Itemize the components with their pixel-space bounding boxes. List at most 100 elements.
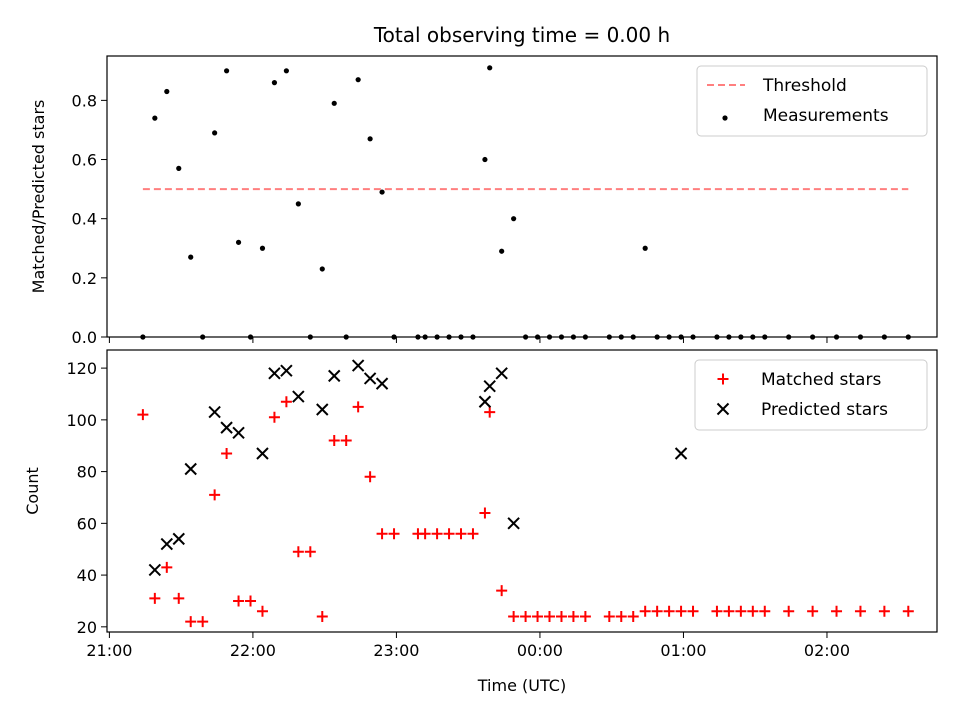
- matched-star-point: [675, 605, 687, 617]
- measurement-point: [212, 130, 218, 136]
- predicted-star-point: [328, 369, 341, 383]
- matched-star-point: [197, 616, 209, 628]
- legend-label: Threshold: [762, 76, 847, 96]
- measurement-point: [331, 100, 337, 106]
- legend: Matched stars Predicted stars: [694, 359, 928, 431]
- predicted-star-point: [351, 359, 365, 372]
- measurement-point: [176, 165, 182, 171]
- legend-label: Measurements: [763, 106, 889, 126]
- matched-star-point: [615, 610, 627, 622]
- matched-star-point: [292, 546, 304, 558]
- predicted-star-point: [674, 447, 688, 460]
- measurement-point: [487, 65, 493, 71]
- matched-star-point: [245, 595, 257, 607]
- predicted-star-point: [507, 517, 520, 530]
- x-tick-label: 00:00: [517, 641, 563, 660]
- matched-star-point: [567, 610, 579, 622]
- x-tick-label: 23:00: [373, 641, 419, 660]
- y-tick-label: 20: [77, 618, 97, 637]
- axes-frame: [106, 55, 938, 338]
- matched-star-point: [639, 605, 651, 617]
- matched-star-point: [711, 605, 723, 617]
- matched-star-point: [759, 605, 771, 617]
- predicted-star-point: [375, 377, 389, 390]
- measurement-point: [482, 156, 488, 163]
- measurement-point: [271, 80, 278, 86]
- predicted-star-point: [268, 367, 281, 380]
- measurement-point: [642, 245, 648, 251]
- predicted-star-point: [292, 390, 305, 403]
- y-tick-label: 0.4: [72, 210, 97, 229]
- axes-frame: [106, 349, 938, 633]
- predicted-star-point: [363, 372, 377, 385]
- x-tick-label: 22:00: [230, 641, 276, 660]
- matched-star-point: [555, 610, 567, 622]
- legend-measurement-swatch: [722, 115, 728, 121]
- matched-star-point: [508, 610, 520, 622]
- matched-star-point: [484, 406, 496, 418]
- matched-star-point: [854, 605, 866, 617]
- measurement-point: [511, 216, 517, 222]
- matched-star-point: [747, 605, 759, 617]
- y-axis-label: Count: [23, 467, 42, 515]
- y-tick-label: 120: [66, 359, 97, 378]
- measurement-point: [259, 245, 266, 251]
- matched-star-point: [209, 489, 221, 501]
- matched-star-point: [161, 561, 173, 573]
- x-axis-label: Time (UTC): [477, 676, 566, 695]
- matched-star-point: [185, 616, 197, 628]
- matched-star-point: [520, 610, 532, 622]
- measurement-point: [379, 189, 385, 195]
- measurement-point: [355, 77, 361, 83]
- predicted-star-point: [478, 395, 492, 408]
- matched-star-point: [280, 396, 292, 408]
- matched-star-point: [173, 592, 185, 604]
- matched-star-point: [352, 401, 364, 413]
- legend-box: [696, 65, 928, 137]
- matched-star-point: [496, 585, 508, 597]
- matched-star-point: [304, 546, 316, 558]
- x-tick-label: 01:00: [660, 641, 706, 660]
- matched-star-point: [376, 528, 388, 540]
- matched-star-point: [467, 528, 479, 540]
- measurement-point: [164, 88, 170, 95]
- matched-star-point: [233, 595, 245, 607]
- legend-matched-swatch: [717, 373, 729, 385]
- y-tick-label: 80: [77, 463, 97, 482]
- matched-star-point: [364, 471, 376, 483]
- predicted-star-point: [184, 462, 197, 476]
- measurement-point: [295, 201, 301, 207]
- matched-star-point: [603, 610, 615, 622]
- matched-star-point: [443, 528, 455, 540]
- legend-label: Predicted stars: [761, 400, 888, 420]
- predicted-star-point: [495, 367, 508, 380]
- matched-star-point: [807, 605, 819, 617]
- legend: Threshold Measurements: [696, 65, 928, 137]
- matched-star-point: [723, 605, 735, 617]
- y-tick-label: 60: [77, 514, 97, 533]
- measurement-point: [223, 68, 230, 74]
- measurement-point: [235, 239, 242, 245]
- predicted-star-point: [483, 380, 496, 393]
- matched-star-point: [316, 610, 328, 622]
- matched-star-point: [340, 435, 352, 447]
- measurement-point: [283, 68, 289, 74]
- matched-star-point: [579, 610, 591, 622]
- matched-star-point: [831, 605, 843, 617]
- matched-star-point: [878, 605, 890, 617]
- y-tick-label: 100: [66, 411, 97, 430]
- predicted-star-point: [148, 563, 162, 577]
- matched-star-point: [687, 605, 699, 617]
- predicted-star-point: [172, 532, 185, 546]
- x-tick-label: 02:00: [804, 641, 850, 660]
- matched-star-point: [137, 409, 149, 421]
- matched-star-point: [328, 435, 340, 447]
- predicted-star-point: [232, 426, 245, 439]
- matched-star-point: [431, 528, 443, 540]
- matched-star-point: [902, 605, 914, 617]
- matched-star-point: [735, 605, 747, 617]
- y-tick-label: 0.2: [72, 269, 97, 288]
- predicted-star-point: [220, 421, 233, 434]
- x-tick-label: 21:00: [86, 641, 132, 660]
